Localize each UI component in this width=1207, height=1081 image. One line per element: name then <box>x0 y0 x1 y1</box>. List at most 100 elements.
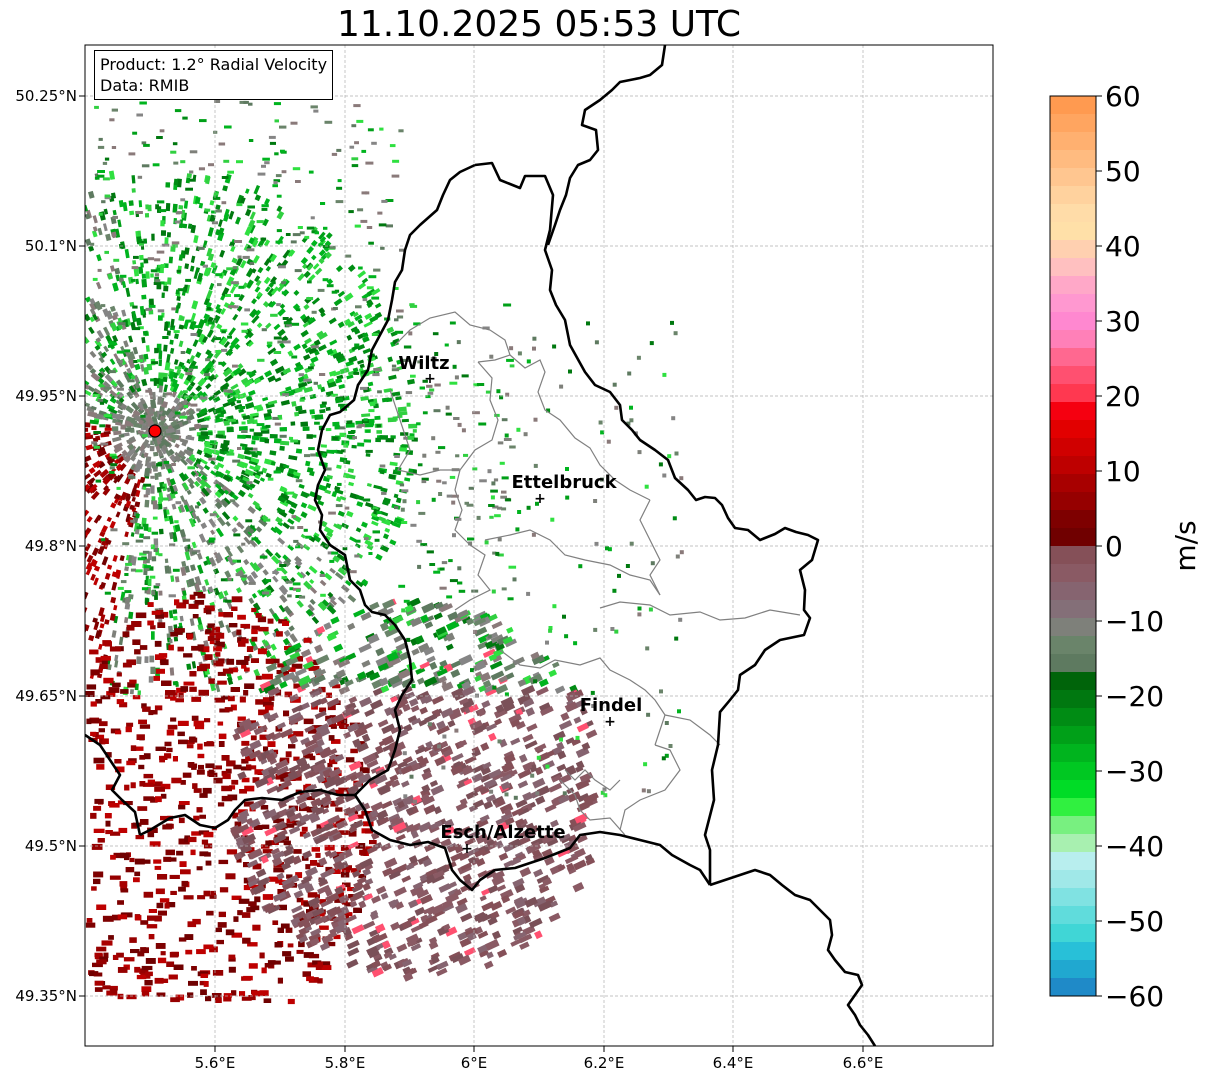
city-marker-ettelbruck: + <box>534 491 546 507</box>
lon-tick-label: 6.6°E <box>843 1054 884 1072</box>
city-label-ettelbruck: Ettelbruck <box>511 472 617 493</box>
colorbar-band <box>1050 330 1096 349</box>
city-findel: Findel + <box>580 695 643 730</box>
colorbar-band <box>1050 798 1096 817</box>
colorbar-band <box>1050 420 1096 439</box>
colorbar: 60 50 40 30 20 10 0 −10 −20 −30 −40 −50 … <box>1049 80 1202 1013</box>
colorbar-band <box>1050 204 1096 223</box>
colorbar-band <box>1050 672 1096 691</box>
colorbar-band <box>1050 294 1096 313</box>
colorbar-band <box>1050 240 1096 259</box>
colorbar-band <box>1050 942 1096 961</box>
city-esch-alzette: Esch/Alzette + <box>440 822 565 857</box>
colorbar-ticks: 60 50 40 30 20 10 0 −10 −20 −30 −40 −50 … <box>1096 80 1164 1013</box>
colorbar-band <box>1050 510 1096 529</box>
colorbar-band <box>1050 186 1096 205</box>
colorbar-tick-label: −40 <box>1105 830 1164 863</box>
colorbar-band <box>1050 348 1096 367</box>
city-marker-findel: + <box>604 714 616 730</box>
colorbar-bands <box>1050 96 1096 997</box>
data-source-text: Data: RMIB <box>100 76 190 95</box>
graticule <box>85 45 993 1046</box>
colorbar-unit-label: m/s <box>1169 520 1202 571</box>
colorbar-band <box>1050 222 1096 241</box>
colorbar-band <box>1050 546 1096 565</box>
colorbar-band <box>1050 366 1096 385</box>
colorbar-band <box>1050 690 1096 709</box>
colorbar-band <box>1050 654 1096 673</box>
lat-tick-label: 49.65°N <box>15 687 77 705</box>
colorbar-band <box>1050 132 1096 151</box>
colorbar-band <box>1050 114 1096 133</box>
colorbar-tick-label: 10 <box>1105 455 1141 488</box>
colorbar-band <box>1050 456 1096 475</box>
colorbar-band <box>1050 96 1096 115</box>
product-info-box: Product: 1.2° Radial Velocity Data: RMIB <box>94 50 334 100</box>
colorbar-band <box>1050 726 1096 745</box>
colorbar-band <box>1050 744 1096 763</box>
colorbar-band <box>1050 474 1096 493</box>
colorbar-band <box>1050 258 1096 277</box>
colorbar-band <box>1050 528 1096 547</box>
lat-tick-label: 49.35°N <box>15 987 77 1005</box>
city-label-findel: Findel <box>580 695 643 716</box>
colorbar-tick-label: 40 <box>1105 230 1141 263</box>
map-area <box>85 45 993 1046</box>
city-wiltz: Wiltz + <box>398 353 449 387</box>
lat-tick-label: 49.5°N <box>25 837 77 855</box>
colorbar-band <box>1050 276 1096 295</box>
lon-tick-label: 6.2°E <box>584 1054 625 1072</box>
city-label-wiltz: Wiltz <box>398 353 449 374</box>
colorbar-tick-label: 50 <box>1105 155 1141 188</box>
colorbar-tick-label: −20 <box>1105 680 1164 713</box>
colorbar-tick-label: 20 <box>1105 380 1141 413</box>
colorbar-band <box>1050 834 1096 853</box>
colorbar-band <box>1050 852 1096 871</box>
colorbar-tick-label: −10 <box>1105 605 1164 638</box>
colorbar-band <box>1050 978 1096 997</box>
latitude-axis: 50.25°N 50.1°N 49.95°N 49.8°N 49.65°N 49… <box>15 87 85 1005</box>
colorbar-band <box>1050 618 1096 637</box>
colorbar-tick-label: −60 <box>1105 980 1164 1013</box>
colorbar-band <box>1050 780 1096 799</box>
colorbar-band <box>1050 816 1096 835</box>
product-text: Product: 1.2° Radial Velocity <box>100 55 328 74</box>
colorbar-band <box>1050 438 1096 457</box>
lat-tick-label: 50.25°N <box>15 87 77 105</box>
radar-site-marker <box>148 424 162 438</box>
colorbar-band <box>1050 600 1096 619</box>
lat-tick-label: 50.1°N <box>25 237 77 255</box>
lon-tick-label: 6.4°E <box>713 1054 754 1072</box>
colorbar-tick-label: 0 <box>1105 530 1123 563</box>
colorbar-tick-label: −30 <box>1105 755 1164 788</box>
city-label-esch-alzette: Esch/Alzette <box>440 822 565 843</box>
district-boundaries <box>389 311 801 836</box>
lon-tick-label: 5.8°E <box>325 1054 366 1072</box>
city-ettelbruck: Ettelbruck + <box>511 472 617 507</box>
city-markers: Wiltz + Ettelbruck + Findel + Esch/Alzet… <box>398 353 642 857</box>
colorbar-band <box>1050 402 1096 421</box>
colorbar-band <box>1050 870 1096 889</box>
longitude-axis: 5.6°E 5.8°E 6°E 6.2°E 6.4°E 6.6°E <box>195 1046 884 1072</box>
colorbar-band <box>1050 564 1096 583</box>
colorbar-band <box>1050 384 1096 403</box>
colorbar-band <box>1050 492 1096 511</box>
colorbar-band <box>1050 762 1096 781</box>
colorbar-band <box>1050 312 1096 331</box>
colorbar-band <box>1050 924 1096 943</box>
lon-tick-label: 6°E <box>461 1054 488 1072</box>
colorbar-band <box>1050 708 1096 727</box>
city-marker-esch-alzette: + <box>461 841 473 857</box>
colorbar-band <box>1050 906 1096 925</box>
colorbar-tick-label: 30 <box>1105 305 1141 338</box>
colorbar-band <box>1050 168 1096 187</box>
colorbar-band <box>1050 150 1096 169</box>
city-marker-wiltz: + <box>424 371 436 387</box>
lat-tick-label: 49.8°N <box>25 537 77 555</box>
lon-tick-label: 5.6°E <box>195 1054 236 1072</box>
colorbar-band <box>1050 960 1096 979</box>
colorbar-tick-label: 60 <box>1105 80 1141 113</box>
colorbar-tick-label: −50 <box>1105 905 1164 938</box>
map-title: 11.10.2025 05:53 UTC <box>336 4 742 45</box>
